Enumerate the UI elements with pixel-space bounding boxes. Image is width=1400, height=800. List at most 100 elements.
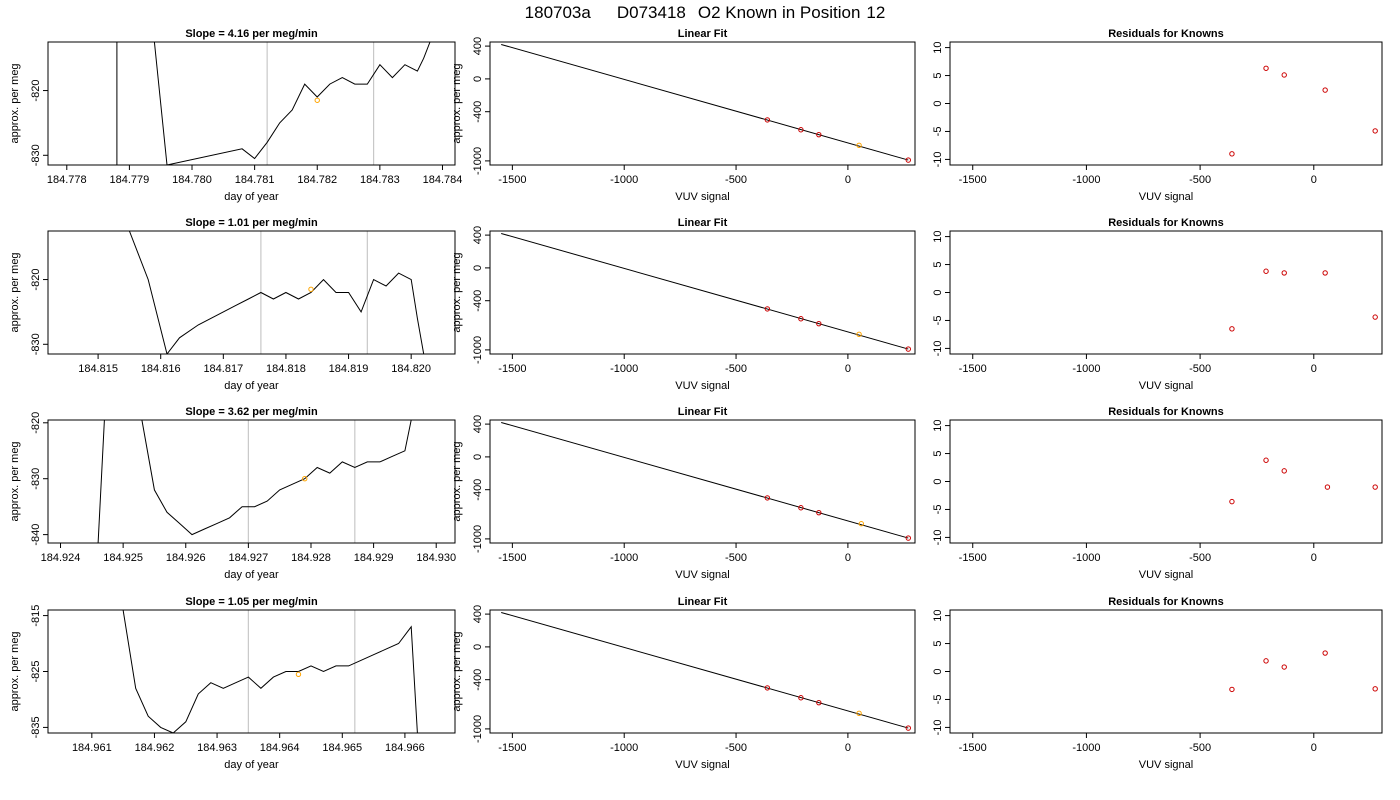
- panel-2-1: Linear Fit -1500 -1000 -500 0 400 0 -400 -1000 VU…: [451, 406, 916, 581]
- y-tick-label: -820: [30, 269, 42, 291]
- x-tick-label: -1500: [959, 174, 987, 186]
- residual-point: [1281, 468, 1287, 474]
- fit-point: [905, 535, 911, 541]
- x-axis-label: VUV signal: [675, 759, 729, 771]
- y-tick-label: -10: [932, 529, 944, 545]
- y-tick-label: -400: [472, 669, 484, 691]
- panel-grid: Slope = 4.16 per meg/min 184.778 184.779 18…: [9, 28, 1383, 771]
- residual-point: [1372, 686, 1378, 692]
- y-tick-label: 400: [472, 605, 484, 623]
- panel-title: Linear Fit: [678, 28, 728, 40]
- x-tick-label: -1500: [959, 552, 987, 564]
- panel-title: Residuals for Knowns: [1108, 28, 1224, 40]
- y-tick-label: -10: [932, 151, 944, 167]
- y-tick-label: -5: [932, 127, 944, 137]
- x-tick-label: -1500: [959, 363, 987, 375]
- x-tick-label: 0: [845, 552, 851, 564]
- mean-marker: [295, 671, 302, 677]
- plot-area: [501, 421, 911, 541]
- x-tick-label: -500: [725, 174, 747, 186]
- x-tick-label: -1000: [1072, 742, 1100, 754]
- mean-marker: [302, 476, 308, 482]
- panel-1-0: Slope = 1.01 per meg/min 184.815 184.816 18…: [9, 217, 456, 392]
- fit-point: [856, 142, 862, 149]
- panel-2-2: Residuals for Knowns -1500 -1000 -500 0 10 5 0 -…: [932, 406, 1383, 581]
- x-tick-label: 0: [845, 174, 851, 186]
- signal-trace: [122, 610, 418, 733]
- panel-title: Linear Fit: [678, 406, 728, 418]
- x-axis-label: day of year: [224, 759, 279, 771]
- y-tick-label: -400: [472, 290, 484, 312]
- x-tick-label: 184.928: [291, 552, 331, 564]
- residual-point: [1263, 457, 1269, 463]
- residual-point: [1263, 65, 1269, 71]
- y-axis-label: approx. per meg: [9, 252, 21, 332]
- fit-line: [501, 43, 909, 161]
- y-tick-label: -5: [932, 695, 944, 705]
- y-tick-label: 0: [472, 265, 484, 271]
- panel-frame: [47, 230, 456, 355]
- x-tick-label: 184.782: [297, 174, 337, 186]
- x-tick-label: -500: [725, 552, 747, 564]
- y-tick-label: 0: [932, 289, 944, 295]
- fit-point: [816, 699, 822, 706]
- x-tick-label: 184.780: [172, 174, 212, 186]
- figure-title-run: 180703a: [525, 3, 592, 22]
- x-tick-label: -500: [1189, 174, 1211, 186]
- x-tick-label: 184.783: [360, 174, 400, 186]
- residual-point: [1229, 686, 1235, 693]
- panel-frame: [489, 41, 916, 166]
- y-axis-label: approx. per meg: [9, 631, 21, 711]
- residual-point: [1322, 270, 1328, 276]
- y-tick-label: -10: [932, 719, 944, 735]
- residual-point: [1372, 128, 1378, 134]
- panel-title: Linear Fit: [678, 217, 728, 229]
- y-tick-label: -820: [30, 80, 42, 102]
- plot-area: [1229, 457, 1378, 505]
- y-tick-label: 0: [932, 100, 944, 106]
- y-tick-label: -830: [30, 333, 42, 355]
- x-axis-label: VUV signal: [675, 569, 729, 581]
- panel-3-2: Residuals for Knowns -1500 -1000 -500 0 10 5 0 -…: [932, 596, 1383, 771]
- residual-point: [1322, 87, 1328, 93]
- panel-title: Residuals for Knowns: [1108, 217, 1224, 229]
- panel-frame: [47, 41, 456, 166]
- x-tick-label: -1000: [610, 742, 638, 754]
- x-tick-label: 184.779: [110, 174, 150, 186]
- y-axis-label: approx. per meg: [9, 441, 21, 521]
- residual-point: [1281, 664, 1287, 670]
- fit-line: [501, 232, 909, 350]
- x-tick-label: 184.930: [416, 552, 456, 564]
- x-tick-label: -1500: [498, 552, 526, 564]
- y-tick-label: -835: [30, 716, 42, 738]
- mean-marker: [308, 286, 314, 292]
- y-tick-label: -400: [472, 101, 484, 123]
- panel-title: Slope = 4.16 per meg/min: [185, 28, 318, 40]
- y-tick-label: 10: [932, 419, 944, 431]
- y-tick-label: -1000: [472, 525, 484, 553]
- plot-area: [116, 42, 431, 165]
- residual-point: [1229, 326, 1235, 332]
- fit-point: [798, 505, 804, 511]
- y-tick-label: -5: [932, 316, 944, 326]
- fit-point: [764, 117, 771, 123]
- x-tick-label: 184.816: [141, 363, 181, 375]
- fit-line: [501, 611, 909, 729]
- panel-frame: [949, 609, 1383, 734]
- x-axis-label: VUV signal: [1139, 380, 1193, 392]
- residual-point: [1281, 72, 1287, 78]
- x-axis-label: VUV signal: [675, 191, 729, 203]
- figure-title: 180703a D073418 O2 Known in Position 12: [525, 3, 886, 22]
- plot-area: [501, 232, 911, 352]
- x-tick-label: -500: [725, 363, 747, 375]
- residual-point: [1263, 268, 1269, 274]
- figure-title-id: D073418: [617, 3, 686, 22]
- fit-point: [905, 157, 911, 163]
- panel-0-1: Linear Fit -1500 -1000 -500 0 400 0 -400 -1000 VU…: [451, 28, 916, 203]
- x-tick-label: -1500: [959, 742, 987, 754]
- x-tick-label: -1000: [610, 363, 638, 375]
- y-axis-label: approx. per meg: [9, 63, 21, 143]
- x-tick-label: -1000: [1072, 174, 1100, 186]
- y-tick-label: -830: [30, 144, 42, 166]
